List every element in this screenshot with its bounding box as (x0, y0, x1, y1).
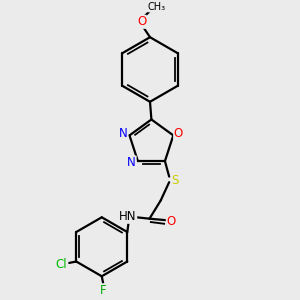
Text: N: N (127, 156, 136, 169)
Text: S: S (172, 174, 179, 187)
Text: HN: HN (119, 210, 136, 223)
Text: O: O (137, 15, 146, 28)
Text: F: F (100, 284, 106, 297)
Text: Cl: Cl (56, 258, 67, 271)
Text: CH₃: CH₃ (148, 2, 166, 12)
Text: N: N (119, 128, 128, 140)
Text: O: O (174, 128, 183, 140)
Text: O: O (167, 215, 176, 228)
